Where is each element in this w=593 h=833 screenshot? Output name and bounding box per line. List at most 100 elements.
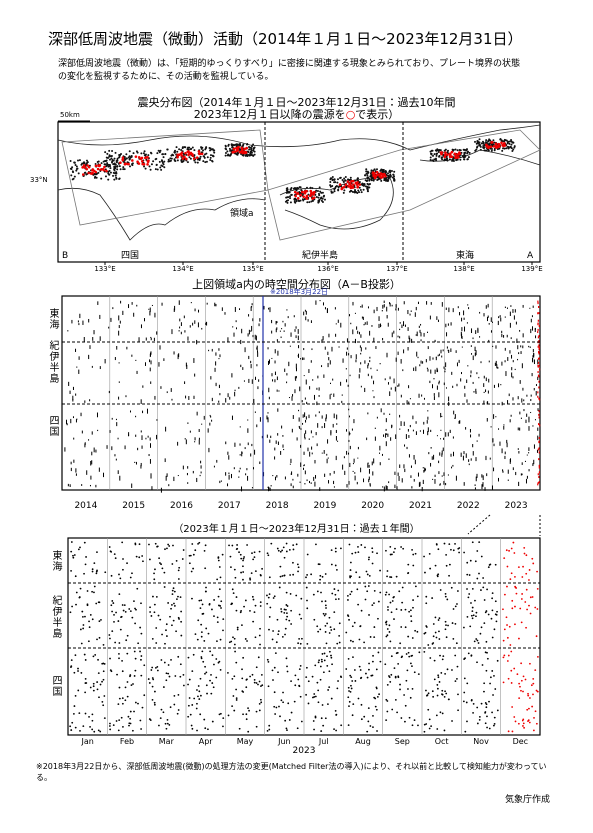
- tremor-dot: [402, 547, 405, 550]
- tremor-dot: [251, 595, 254, 598]
- tremor-dot: [272, 597, 275, 599]
- epicenter: [205, 160, 208, 163]
- month-label: Dec: [513, 737, 528, 746]
- tremor-dot: [477, 642, 480, 644]
- recent-epicenter: [197, 150, 201, 153]
- tremor-dot: [178, 618, 180, 620]
- tremor-dot: [200, 599, 203, 602]
- tremor-dot: [441, 302, 443, 307]
- epicenter: [284, 200, 287, 203]
- tremor-dot: [536, 449, 538, 453]
- tremor-dot: [385, 441, 387, 447]
- tremor-dot: [349, 445, 351, 450]
- tremor-dot: [360, 703, 363, 706]
- epicenter: [445, 157, 448, 160]
- tremor-dot: [408, 454, 410, 458]
- tremor-dot: [410, 310, 412, 312]
- tremor-dot: [364, 387, 366, 393]
- tremor-dot: [468, 463, 470, 466]
- tremor-dot: [189, 430, 191, 433]
- recent-epicenter: [103, 165, 106, 169]
- tremor-dot: [276, 475, 278, 478]
- tremor-dot: [389, 413, 391, 415]
- tremor-dot: [412, 606, 414, 609]
- tremor-dot: [526, 454, 528, 456]
- tremor-dot: [358, 374, 360, 379]
- tremor-dot: [285, 604, 288, 606]
- tremor-dot: [531, 557, 534, 560]
- epicenter: [166, 148, 169, 151]
- tremor-dot: [329, 626, 332, 628]
- tremor-dot: [165, 623, 168, 626]
- tremor-dot: [253, 681, 256, 684]
- tremor-dot: [520, 598, 523, 600]
- tremor-dot: [70, 729, 73, 731]
- tremor-dot: [251, 443, 253, 447]
- tremor-dot: [413, 454, 415, 460]
- tremor-dot: [437, 548, 440, 551]
- tremor-dot: [487, 401, 489, 405]
- tremor-dot: [351, 625, 354, 628]
- tremor-dot: [73, 459, 75, 463]
- tremor-dot: [454, 654, 457, 657]
- tremor-dot: [200, 623, 203, 626]
- epicenter: [331, 191, 334, 194]
- tremor-dot: [149, 367, 151, 372]
- tremor-dot: [371, 551, 374, 553]
- tremor-dot: [104, 571, 107, 574]
- tremor-dot: [247, 428, 249, 433]
- epicenter: [202, 149, 205, 152]
- tremor-dot: [289, 463, 291, 465]
- epicenter: [336, 178, 339, 181]
- tremor-dot: [524, 678, 527, 681]
- tremor-dot: [426, 420, 428, 424]
- tremor-dot: [351, 552, 354, 555]
- tremor-dot: [259, 417, 261, 422]
- tremor-dot: [199, 713, 202, 716]
- tremor-dot: [441, 355, 443, 358]
- tremor-dot: [377, 600, 380, 603]
- year-label: 2022: [457, 501, 480, 511]
- tremor-dot: [160, 563, 162, 566]
- tremor-dot: [317, 423, 319, 428]
- tremor-dot: [489, 457, 491, 460]
- tremor-dot: [261, 435, 263, 439]
- tremor-dot: [79, 628, 82, 631]
- tremor-dot: [283, 556, 286, 559]
- tremor-dot: [442, 655, 445, 658]
- tremor-dot: [528, 426, 530, 431]
- recent-epicenter: [497, 142, 501, 146]
- tremor-dot: [95, 602, 98, 605]
- tremor-dot: [97, 429, 99, 432]
- tremor-dot: [243, 605, 245, 608]
- tremor-dot: [302, 422, 304, 425]
- tremor-dot: [423, 723, 426, 726]
- tremor-dot: [475, 350, 477, 356]
- tremor-dot: [453, 451, 455, 457]
- tremor-dot: [167, 664, 170, 666]
- epicenter: [113, 169, 116, 172]
- tremor-dot: [95, 572, 98, 575]
- tremor-dot: [346, 379, 348, 383]
- tremor-dot: [171, 604, 173, 606]
- tremor-dot: [307, 680, 310, 683]
- tremor-dot: [160, 708, 163, 711]
- tremor-dot: [386, 575, 388, 578]
- tremor-dot: [124, 610, 127, 613]
- tremor-dot: [471, 353, 473, 355]
- tremor-dot: [417, 673, 420, 676]
- recent-epicenter: [231, 151, 235, 154]
- tremor-dot: [278, 390, 280, 392]
- epicenter: [482, 145, 485, 148]
- tremor-dot: [483, 313, 485, 317]
- epicenter: [456, 149, 459, 152]
- tremor-dot: [530, 394, 532, 397]
- epicenter: [161, 165, 164, 168]
- tremor-dot: [268, 396, 270, 400]
- tremor-dot: [359, 368, 361, 373]
- tremor-dot: [532, 729, 535, 732]
- tremor-dot: [121, 670, 124, 673]
- tremor-dot: [470, 614, 473, 617]
- tremor-dot: [323, 450, 325, 454]
- tremor-dot: [349, 639, 352, 642]
